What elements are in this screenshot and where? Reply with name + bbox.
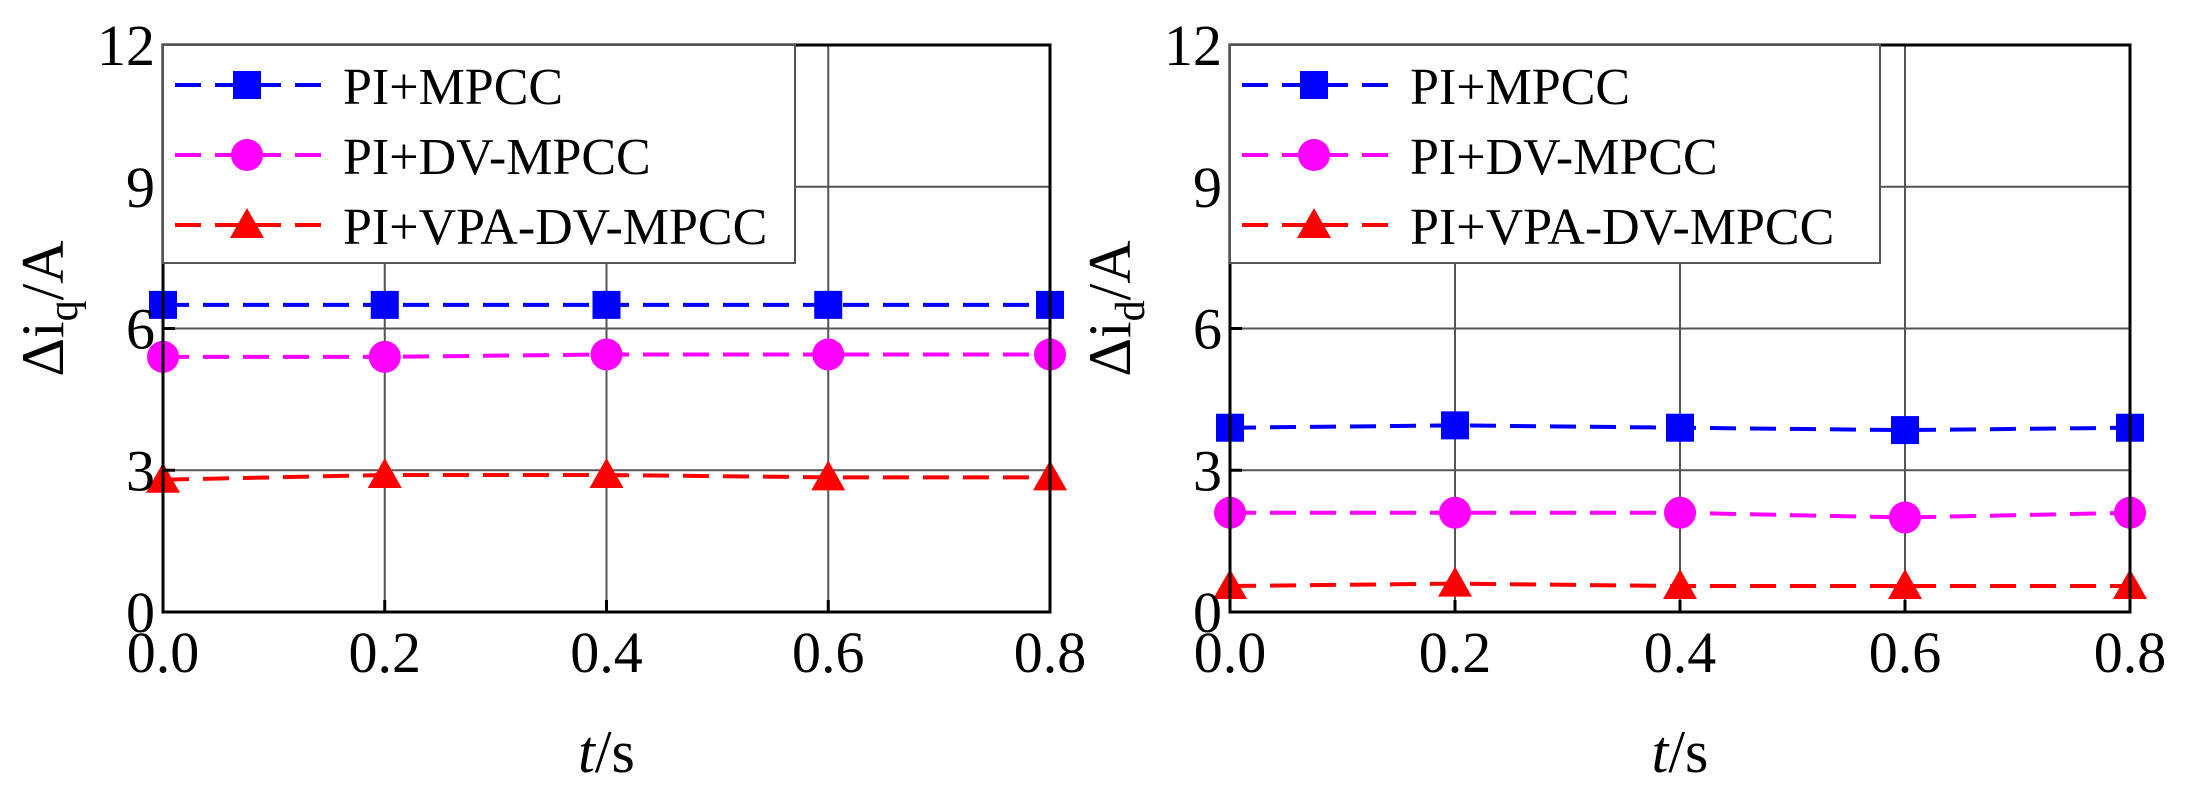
- x-tick-label: 0.4: [570, 620, 643, 685]
- x-tick-label: 0.6: [1869, 620, 1942, 685]
- legend-label-2: PI+VPA-DV-MPCC: [1410, 199, 1834, 256]
- data-point-2-3: [811, 460, 846, 491]
- legend-swatch-marker-0: [1300, 71, 1328, 99]
- y-axis-label-main: Δi: [10, 321, 76, 376]
- data-point-2-1: [367, 457, 402, 488]
- y-tick-label: 3: [126, 438, 155, 503]
- y-tick-label: 0: [126, 580, 155, 645]
- y-axis-label-unit: /A: [10, 240, 76, 300]
- data-point-0-2: [1666, 413, 1694, 442]
- data-point-2-1: [1438, 566, 1472, 597]
- y-axis-label-unit: /A: [1077, 240, 1143, 300]
- x-axis-label: t/s: [1652, 719, 1709, 785]
- data-point-0-3: [1891, 416, 1919, 445]
- data-point-1-2: [590, 338, 623, 371]
- y-tick-label: 6: [1193, 297, 1222, 362]
- data-point-1-1: [368, 340, 401, 373]
- x-axis-label-variable: t: [1652, 719, 1670, 785]
- legend-label-2: PI+VPA-DV-MPCC: [343, 199, 767, 256]
- data-point-0-3: [814, 290, 843, 319]
- data-point-0-1: [1441, 411, 1469, 440]
- x-axis-label: t/s: [578, 719, 635, 785]
- x-tick-label: 0.4: [1644, 620, 1717, 685]
- y-axis-label-main: Δi: [1077, 321, 1143, 376]
- data-point-2-2: [1663, 569, 1697, 600]
- x-axis-label-variable: t: [578, 719, 596, 785]
- y-tick-label: 0: [1193, 580, 1222, 645]
- y-tick-label: 3: [1193, 438, 1222, 503]
- x-tick-label: 0.2: [349, 620, 422, 685]
- chart-left-panel: 0 3 6 9 12 0.0 0.2 0.4 0.6 0.8 t/s Δiq/A PI+MPCC PI+D…: [10, 13, 1086, 785]
- data-point-1-3: [812, 338, 845, 371]
- y-axis-label: Δiq/A: [10, 240, 87, 376]
- chart-right-panel: 0 3 6 9 12 0.0 0.2 0.4 0.6 0.8 t/s Δid/A PI+MPCC PI+D…: [1077, 13, 2166, 785]
- legend: PI+MPCC PI+DV-MPCC PI+VPA-DV-MPCC: [162, 44, 796, 264]
- legend-label-0: PI+MPCC: [1410, 59, 1630, 116]
- legend-label-0: PI+MPCC: [343, 59, 563, 116]
- x-axis-label-unit: /s: [1668, 719, 1708, 785]
- legend-swatch-marker-2: [230, 208, 264, 238]
- data-point-0-2: [592, 290, 621, 319]
- y-tick-label: 6: [126, 297, 155, 362]
- y-axis-label-subscript: q: [41, 300, 87, 321]
- legend-swatch-marker-2: [1297, 208, 1331, 238]
- data-point-0-1: [370, 290, 399, 319]
- data-point-1-1: [1439, 496, 1471, 529]
- data-point-1-2: [1664, 496, 1696, 529]
- y-tick-label: 12: [1164, 13, 1222, 78]
- x-tick-label: 0.0: [127, 620, 200, 685]
- data-point-2-2: [589, 457, 624, 488]
- y-tick-label: 12: [97, 13, 155, 78]
- x-tick-label: 0.2: [1419, 620, 1492, 685]
- y-tick-label: 9: [126, 155, 155, 220]
- x-tick-label: 0.8: [2094, 620, 2167, 685]
- legend-swatch-marker-0: [233, 71, 261, 99]
- legend-swatch-marker-1: [231, 139, 263, 171]
- legend-label-1: PI+DV-MPCC: [1410, 129, 1718, 186]
- y-tick-label: 9: [1193, 155, 1222, 220]
- y-axis-label: Δid/A: [1077, 240, 1154, 376]
- y-axis-label-subscript: d: [1108, 300, 1154, 321]
- legend-swatch-marker-1: [1298, 139, 1330, 171]
- x-tick-label: 0.6: [792, 620, 865, 685]
- legend-label-1: PI+DV-MPCC: [343, 129, 651, 186]
- legend: PI+MPCC PI+DV-MPCC PI+VPA-DV-MPCC: [1229, 44, 1881, 264]
- x-axis-label-unit: /s: [595, 719, 635, 785]
- x-tick-label: 0.0: [1194, 620, 1267, 685]
- data-point-2-3: [1888, 569, 1922, 600]
- x-tick-label: 0.8: [1014, 620, 1087, 685]
- data-point-1-3: [1889, 501, 1921, 534]
